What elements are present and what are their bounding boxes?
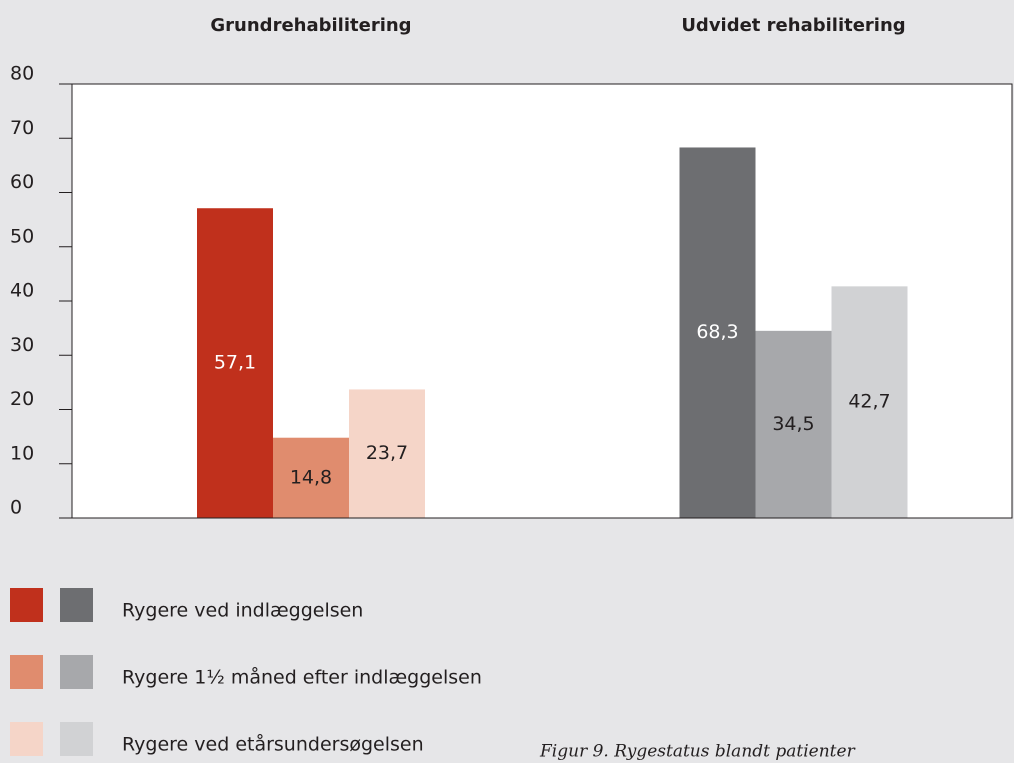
y-tick-label: 70 <box>10 117 34 139</box>
y-tick-label: 50 <box>10 225 34 247</box>
legend-label: Rygere ved etårsundersøgelsen <box>122 733 424 756</box>
legend-swatch <box>10 588 43 622</box>
value-label: 23,7 <box>366 442 408 464</box>
bar <box>755 330 832 518</box>
legend-swatch <box>10 722 43 756</box>
group-title: Udvidet rehabilitering <box>681 15 905 36</box>
bar <box>349 389 425 518</box>
legend-label: Rygere 1½ måned efter indlæggelsen <box>122 666 482 689</box>
y-tick-label: 40 <box>10 280 34 302</box>
value-label: 57,1 <box>214 352 256 374</box>
y-tick-label: 0 <box>10 497 22 519</box>
value-label: 68,3 <box>696 321 738 343</box>
bar <box>273 437 349 518</box>
legend-swatch <box>60 722 93 756</box>
legend-swatch <box>60 655 93 689</box>
bar <box>831 286 908 518</box>
y-tick-label: 10 <box>10 442 34 464</box>
value-label: 34,5 <box>772 413 814 435</box>
bar <box>197 208 273 519</box>
legend-swatch <box>60 588 93 622</box>
caption: Figur 9. Rygestatus blandt patienter <box>539 742 856 762</box>
legend-swatch <box>10 655 43 689</box>
bar <box>679 147 756 518</box>
y-tick-label: 30 <box>10 334 34 356</box>
y-tick-label: 60 <box>10 171 34 193</box>
group-title: Grundrehabilitering <box>210 15 411 36</box>
value-label: 14,8 <box>290 466 332 488</box>
y-tick-label: 20 <box>10 388 34 410</box>
value-label: 42,7 <box>848 391 890 413</box>
y-tick-label: 80 <box>10 63 34 85</box>
legend-label: Rygere ved indlæggelsen <box>122 600 363 622</box>
